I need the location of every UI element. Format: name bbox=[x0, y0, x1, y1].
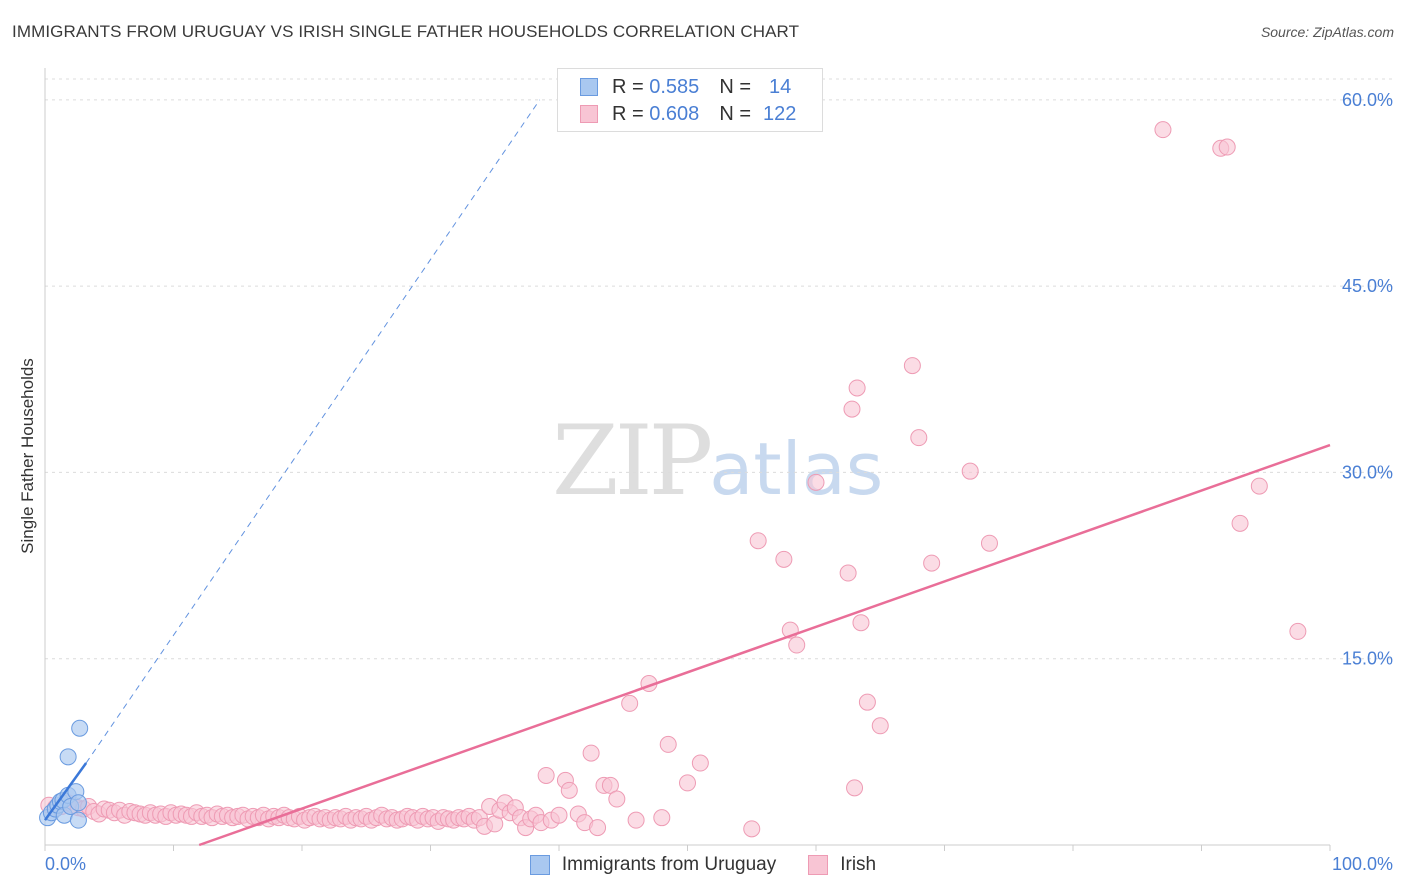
irish-point bbox=[679, 774, 696, 792]
irish-point bbox=[749, 532, 767, 550]
irish-point bbox=[743, 820, 761, 838]
uruguay-trend-line bbox=[43, 762, 88, 821]
legend-r-label: R = bbox=[612, 102, 644, 125]
watermark: ZIPatlas bbox=[552, 405, 883, 517]
legend-label-irish: Irish bbox=[840, 854, 877, 875]
y-tick-label: 15.0% bbox=[1342, 649, 1393, 669]
uruguay-point bbox=[69, 811, 87, 829]
legend-label-uruguay: Immigrants from Uruguay bbox=[561, 854, 777, 875]
irish-point bbox=[843, 400, 861, 418]
irish-point bbox=[589, 819, 607, 837]
legend-item-uruguay[interactable]: Immigrants from Uruguay bbox=[529, 854, 777, 876]
irish-point bbox=[691, 754, 709, 772]
irish-point bbox=[852, 614, 870, 632]
irish-point bbox=[871, 717, 889, 735]
watermark-atlas: atlas bbox=[709, 427, 884, 511]
irish-point bbox=[560, 781, 578, 799]
x-tick-label: 100.0% bbox=[1332, 854, 1393, 874]
irish-point bbox=[858, 693, 876, 711]
y-tick-label: 45.0% bbox=[1342, 276, 1393, 296]
irish-point bbox=[1289, 622, 1307, 640]
irish-point bbox=[846, 779, 864, 797]
legend-r-value: 0.608 bbox=[649, 102, 700, 125]
irish-point bbox=[653, 809, 671, 827]
legend-n-value: 14 bbox=[769, 75, 792, 98]
stats-legend: R = 0.585 N = 14 R = 0.608 N = 122 bbox=[557, 68, 823, 132]
irish-point bbox=[775, 550, 793, 568]
irish-point bbox=[621, 694, 639, 712]
irish-point bbox=[582, 744, 600, 762]
legend-row-irish: R = 0.608 N = 122 bbox=[580, 101, 796, 127]
uruguay-trend-extension bbox=[85, 99, 541, 764]
irish-point bbox=[903, 357, 921, 375]
tick-labels: 15.0% 30.0% 45.0% 60.0% 0.0% 100.0% bbox=[45, 90, 1393, 874]
irish-points bbox=[40, 121, 1307, 838]
legend-n-label: N = bbox=[719, 102, 751, 125]
y-tick-label: 30.0% bbox=[1342, 462, 1393, 482]
irish-point bbox=[601, 776, 619, 794]
irish-point bbox=[910, 429, 928, 447]
source-note: Source: ZipAtlas.com bbox=[1260, 24, 1394, 40]
irish-point bbox=[1231, 514, 1249, 532]
legend-swatch-pink bbox=[808, 855, 829, 875]
legend-swatch-pink bbox=[580, 105, 598, 123]
series-legend: Immigrants from Uruguay Irish bbox=[0, 851, 1406, 879]
watermark-zip: ZIP bbox=[552, 405, 713, 517]
irish-point bbox=[1250, 477, 1268, 495]
irish-point bbox=[961, 462, 979, 480]
legend-swatch-blue bbox=[580, 78, 598, 96]
uruguay-point bbox=[59, 748, 77, 766]
y-tick-label: 60.0% bbox=[1342, 90, 1393, 110]
irish-trend-line bbox=[198, 443, 1331, 847]
grid bbox=[45, 78, 1395, 660]
irish-point bbox=[550, 806, 568, 824]
legend-n-value: 122 bbox=[763, 102, 797, 125]
legend-item-irish[interactable]: Irish bbox=[808, 854, 876, 876]
irish-point bbox=[923, 554, 941, 572]
irish-point bbox=[807, 473, 825, 491]
irish-point bbox=[1154, 121, 1172, 139]
irish-point bbox=[980, 534, 998, 552]
irish-point bbox=[659, 735, 677, 753]
uruguay-point bbox=[69, 794, 87, 812]
legend-row-uruguay: R = 0.585 N = 14 bbox=[580, 74, 791, 100]
irish-point bbox=[537, 766, 555, 784]
uruguay-points bbox=[39, 719, 89, 829]
x-tick-label: 0.0% bbox=[45, 854, 86, 874]
legend-r-label: R = bbox=[612, 75, 644, 98]
irish-point bbox=[848, 379, 866, 397]
uruguay-point bbox=[71, 719, 89, 737]
legend-swatch-blue bbox=[529, 855, 550, 875]
legend-r-value: 0.585 bbox=[649, 75, 700, 98]
irish-point bbox=[627, 811, 645, 829]
legend-n-label: N = bbox=[719, 75, 751, 98]
axes bbox=[44, 68, 1331, 851]
irish-point bbox=[788, 636, 806, 654]
trend-lines bbox=[43, 99, 1331, 847]
y-axis-label: Single Father Households bbox=[18, 358, 37, 554]
irish-point bbox=[839, 564, 857, 582]
irish-point bbox=[1218, 138, 1236, 156]
chart-title: IMMIGRANTS FROM URUGUAY VS IRISH SINGLE … bbox=[12, 22, 800, 41]
irish-point bbox=[608, 790, 626, 808]
